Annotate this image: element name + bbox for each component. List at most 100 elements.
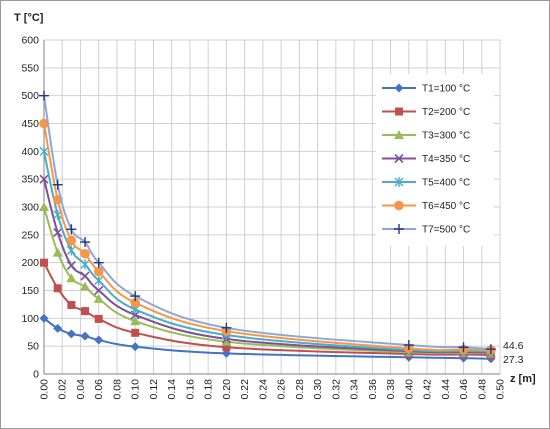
x-axis-title: z [m] <box>510 373 536 385</box>
data-point <box>53 284 62 293</box>
x-tick-label: 0.12 <box>148 379 160 400</box>
legend-marker <box>395 107 403 116</box>
data-point <box>39 90 49 101</box>
data-point <box>66 224 77 235</box>
legend-label: T6=450 °C <box>422 201 470 212</box>
data-point <box>80 248 90 259</box>
y-tick-label: 250 <box>21 229 39 241</box>
y-tick-label: 300 <box>21 202 39 214</box>
data-point <box>458 342 469 353</box>
x-tick-label: 0.30 <box>312 379 324 400</box>
legend-label: T2=200 °C <box>422 107 470 118</box>
data-point <box>80 281 91 291</box>
x-tick-label: 0.26 <box>276 379 288 400</box>
data-point <box>52 247 63 257</box>
legend-item: T2=200 °C <box>382 107 470 118</box>
x-tick-label: 0.08 <box>111 379 123 400</box>
legend-item: T3=300 °C <box>382 130 470 142</box>
x-tick-label: 0.32 <box>330 379 342 400</box>
legend-item: T4=350 °C <box>382 153 470 165</box>
legend-marker <box>394 224 404 234</box>
y-tick-label: 50 <box>27 341 39 353</box>
data-point <box>131 328 140 337</box>
legend-item: T6=450 °C <box>382 200 470 212</box>
data-point <box>66 235 77 246</box>
data-point <box>130 291 141 302</box>
y-tick-label: 150 <box>21 285 39 297</box>
data-point <box>130 316 141 326</box>
legend-label: T7=500 °C <box>422 225 470 236</box>
data-point <box>93 293 104 303</box>
data-point <box>94 335 104 345</box>
y-tick-label: 500 <box>21 90 39 102</box>
data-point <box>39 202 49 211</box>
legend-marker <box>394 177 404 187</box>
x-tick-label: 0.40 <box>403 379 415 400</box>
data-point <box>66 329 76 339</box>
data-point <box>130 342 140 352</box>
legend-label: T3=300 °C <box>422 131 470 142</box>
data-point <box>66 273 77 283</box>
legend-marker <box>394 83 404 93</box>
data-point <box>53 323 63 333</box>
x-tick-label: 0.06 <box>93 379 105 400</box>
data-point <box>94 285 104 296</box>
legend-item: T7=500 °C <box>382 224 470 236</box>
data-point <box>93 266 104 277</box>
data-point <box>40 258 48 267</box>
data-point <box>80 237 91 248</box>
annotation-min-end: 27.3 <box>503 354 524 366</box>
y-tick-label: 400 <box>21 146 39 158</box>
data-point <box>403 340 414 351</box>
data-point <box>94 275 104 286</box>
data-point <box>130 297 140 308</box>
y-tick-label: 100 <box>21 313 39 325</box>
x-tick-label: 0.36 <box>367 379 379 400</box>
y-tick-label: 450 <box>21 118 39 130</box>
x-tick-label: 0.04 <box>75 379 87 400</box>
y-tick-label: 600 <box>21 35 39 47</box>
data-point <box>39 118 49 129</box>
legend-label: T4=350 °C <box>422 154 470 165</box>
legend-box <box>376 74 494 246</box>
x-tick-label: 0.00 <box>39 379 51 400</box>
y-tick-label: 350 <box>21 174 39 186</box>
legend: T1=100 °C T2=200 °C T3=300 °C T4=350 °C T5=4… <box>376 74 494 246</box>
legend-marker <box>394 153 404 164</box>
data-point <box>485 344 496 355</box>
legend-label: T5=400 °C <box>422 178 470 189</box>
x-tick-label: 0.48 <box>476 379 488 400</box>
tick-labels: 0 50 100 150 200 250 300 350 400 450 500 550 600 0.00… <box>21 35 506 400</box>
data-point <box>66 260 76 271</box>
x-tick-label: 0.24 <box>257 379 269 400</box>
legend-item: T5=400 °C <box>382 177 470 189</box>
data-point <box>80 259 90 270</box>
data-point <box>80 271 90 281</box>
series-line <box>43 151 491 353</box>
x-tick-label: 0.38 <box>385 379 397 400</box>
data-point <box>81 307 90 316</box>
data-point <box>93 257 104 268</box>
x-tick-label: 0.34 <box>349 379 361 400</box>
x-tick-label: 0.20 <box>221 379 233 400</box>
y-axis-title: T [°C] <box>14 12 44 24</box>
data-point <box>222 343 231 352</box>
series-group <box>39 90 496 364</box>
series-7 <box>39 90 496 355</box>
x-tick-label: 0.02 <box>57 379 69 400</box>
y-tick-label: 550 <box>21 62 39 74</box>
x-tick-label: 0.14 <box>166 379 178 400</box>
series-line <box>43 95 491 351</box>
y-tick-label: 0 <box>33 369 39 381</box>
data-point <box>66 245 76 256</box>
x-tick-label: 0.28 <box>294 379 306 400</box>
x-tick-label: 0.46 <box>458 379 470 400</box>
data-point <box>52 179 63 190</box>
data-point <box>67 300 76 309</box>
data-point <box>39 313 49 323</box>
data-point <box>221 336 232 346</box>
legend-label: T1=100 °C <box>422 84 470 95</box>
x-tick-label: 0.50 <box>495 379 507 400</box>
